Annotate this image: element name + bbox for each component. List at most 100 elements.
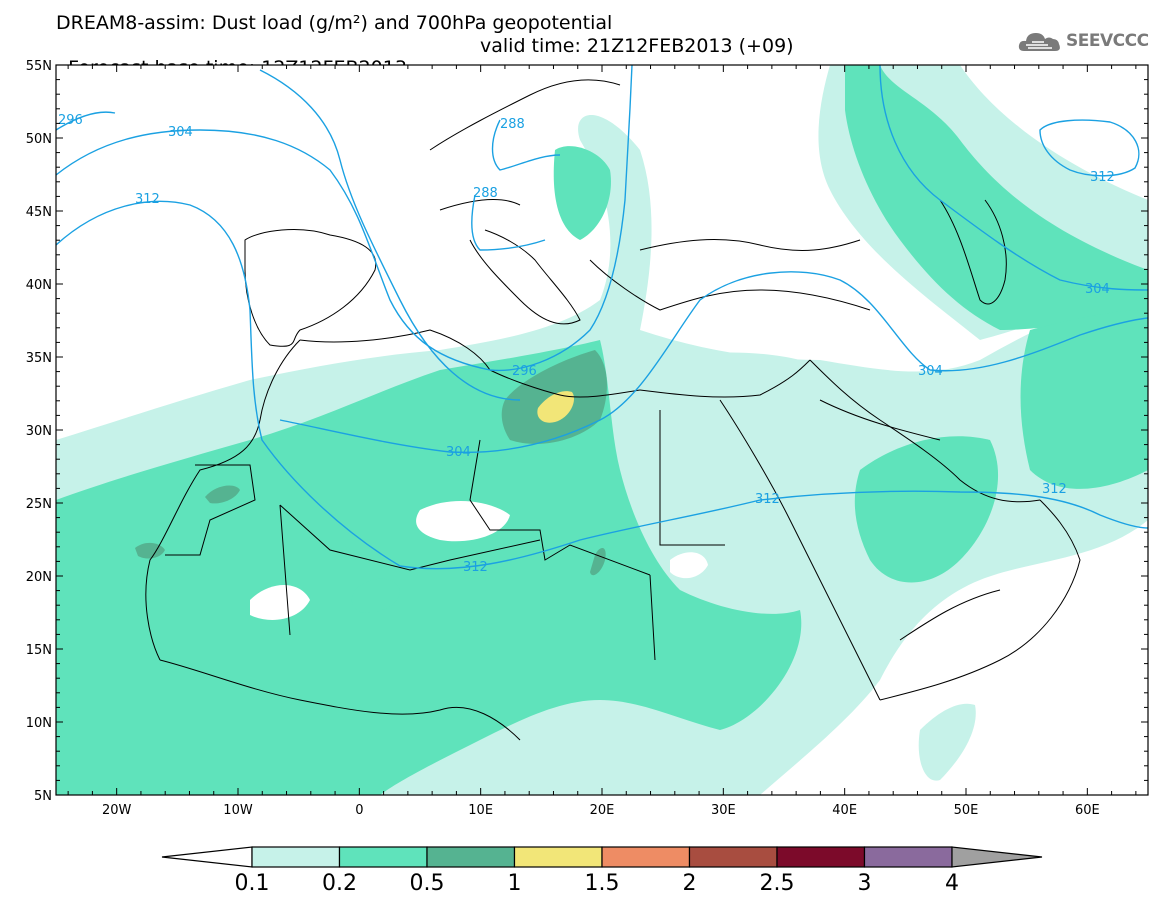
coastline: [639, 359, 811, 398]
contour-label: 304: [168, 125, 193, 140]
contour-label: 312: [135, 192, 160, 207]
coastline: [439, 199, 521, 211]
lon-tick-label: 10E: [468, 803, 493, 818]
contour-label: 312: [1042, 482, 1067, 497]
seevccc-logo: SEEVCCC: [1018, 26, 1149, 56]
lon-tick-label: 0: [355, 803, 363, 818]
colorbar-swatch: [251, 846, 341, 868]
lat-tick-label: 55N: [26, 59, 52, 74]
lon-tick-label: 10W: [223, 803, 253, 818]
contour-line: [491, 119, 561, 171]
colorbar-swatch: [688, 846, 778, 868]
lat-tick-label: 50N: [26, 132, 52, 147]
dust-free-area: [670, 552, 708, 579]
contour-label: 288: [473, 186, 498, 201]
lat-tick-label: 20N: [26, 570, 52, 585]
contour-label: 304: [918, 364, 943, 379]
dust-area-medium: [845, 65, 1148, 330]
lat-tick-label: 40N: [26, 278, 52, 293]
contour-label: 288: [500, 117, 525, 132]
lat-tick-label: 10N: [26, 716, 52, 731]
dust-free-area: [250, 585, 310, 620]
dust-area-dark: [135, 542, 165, 559]
colorbar-label: 1: [507, 871, 522, 896]
colorbar-swatch: [338, 846, 428, 868]
colorbar-label: 4: [945, 871, 959, 896]
contour-line: [279, 271, 1148, 454]
colorbar-label: 0.2: [322, 871, 357, 896]
contour-line: [879, 65, 1148, 291]
coastline: [719, 399, 881, 701]
contour-line: [259, 69, 521, 401]
country-border: [819, 399, 941, 441]
lat-tick-label: 25N: [26, 497, 52, 512]
lat-tick-label: 35N: [26, 351, 52, 366]
colorbar-label: 3: [857, 871, 872, 896]
colorbar-label: 2: [682, 871, 697, 896]
lat-tick-label: 5N: [34, 789, 52, 804]
contour-label: 312: [463, 560, 488, 575]
lon-tick-label: 20W: [102, 803, 132, 818]
coastline: [244, 229, 377, 347]
contour-line: [1039, 119, 1140, 177]
colorbar-swatch: [426, 846, 516, 868]
colorbar-swatch: [863, 846, 953, 868]
geopotential-contours: [56, 65, 1148, 570]
colorbar-swatch: [513, 846, 603, 868]
lon-tick-label: 60E: [1075, 803, 1100, 818]
colorbar-swatch: [776, 846, 866, 868]
dust-area-dark: [590, 548, 606, 576]
colorbar-label: 0.5: [409, 871, 445, 896]
lon-tick-label: 30E: [711, 803, 736, 818]
dust-area-medium: [351, 578, 400, 613]
country-border: [469, 439, 651, 576]
contour-label: 296: [512, 364, 537, 379]
dust-area-light: [660, 352, 913, 644]
coastline: [159, 659, 521, 741]
coastline: [639, 239, 861, 251]
contour-label: 296: [58, 113, 83, 128]
axis-ticks: 20W 10W 0 10E 20E 30E 40E 50E 60E 55N 50N 45N 40N 35N…: [26, 59, 1148, 818]
colorbar-label: 1.5: [584, 871, 620, 896]
coastline: [429, 79, 621, 151]
dust-area-medium: [1020, 310, 1148, 489]
colorbar-swatch: [601, 846, 691, 868]
colorbar-label: 2.5: [759, 871, 795, 896]
lon-tick-label: 50E: [954, 803, 979, 818]
colorbar-over-arrow: [951, 846, 1043, 868]
contour-line: [56, 111, 116, 131]
lat-tick-label: 30N: [26, 424, 52, 439]
country-border: [279, 504, 541, 636]
contour-label: 312: [755, 492, 780, 507]
dust-area-high: [537, 391, 575, 423]
contour-line: [56, 65, 633, 372]
contour-line: [471, 194, 546, 251]
coastline: [145, 339, 301, 661]
dust-area-medium: [854, 436, 999, 583]
coastline: [809, 359, 1041, 503]
contour-line: [56, 200, 1148, 570]
coastline: [879, 499, 1081, 701]
lon-tick-label: 40E: [832, 803, 857, 818]
lat-tick-label: 45N: [26, 205, 52, 220]
contour-label: 304: [446, 445, 471, 460]
contour-label: 312: [1090, 170, 1115, 185]
dust-area-medium: [553, 146, 611, 240]
coastline: [469, 229, 581, 325]
valid-time: valid time: 21Z12FEB2013 (+09): [480, 35, 794, 57]
cloud-icon: [1018, 33, 1060, 51]
dust-area-light: [918, 703, 976, 781]
colorbar: [161, 846, 1043, 868]
dust-area-dark: [205, 485, 240, 504]
map-title: DREAM8-assim: Dust load (g/m²) and 700hP…: [56, 12, 613, 34]
coastline: [589, 259, 871, 311]
coastline: [939, 199, 1007, 305]
logo-text: SEEVCCC: [1066, 31, 1149, 51]
contour-labels: 296 304 312 288 288 296 304 312 304 304 …: [58, 113, 1115, 575]
lon-tick-label: 20E: [590, 803, 615, 818]
dust-area-medium: [56, 340, 802, 795]
colorbar-label: 0.1: [234, 871, 270, 896]
country-border: [165, 464, 256, 556]
country-border: [649, 410, 725, 661]
